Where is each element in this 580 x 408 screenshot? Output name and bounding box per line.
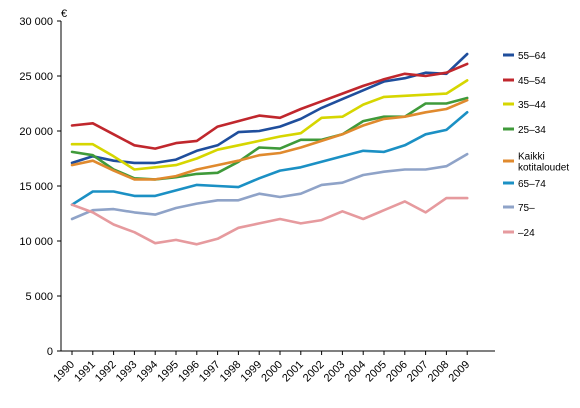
x-tick-label: 2009 — [447, 359, 473, 385]
legend: 55–64 45–54 35–44 25–34 Kaikki kotitaloudet 65… — [503, 51, 569, 239]
legend-label: 35–44 — [518, 100, 546, 111]
x-tick-label: 2007 — [405, 359, 431, 385]
series-line — [70, 152, 469, 221]
x-tick-label: 2004 — [343, 359, 369, 385]
x-tick-label: 1995 — [155, 359, 181, 385]
y-unit-label: € — [61, 8, 67, 20]
y-tick-label: 10 000 — [19, 236, 53, 248]
series-line — [70, 62, 469, 150]
axes: € — [60, 8, 495, 352]
series-line — [70, 196, 469, 246]
series-line — [70, 79, 469, 171]
y-tick-label: 25 000 — [19, 71, 53, 83]
x-tick-label: 2000 — [259, 359, 285, 385]
x-tick-label: 1998 — [218, 359, 244, 385]
x-tick-label: 1997 — [197, 359, 223, 385]
series-lines — [70, 52, 469, 246]
x-tick-label: 2006 — [384, 359, 410, 385]
x-tick-label: 1996 — [176, 359, 202, 385]
legend-label: 25–34 — [518, 125, 546, 136]
x-tick-label: 2001 — [280, 359, 306, 385]
x-tick-label: 1992 — [93, 359, 119, 385]
x-tick-label: 2005 — [363, 359, 389, 385]
legend-label: 75– — [518, 203, 535, 214]
x-ticks: 1990199119921993199419951996199719981999… — [51, 351, 472, 384]
y-tick-label: 5 000 — [25, 291, 53, 303]
y-tick-label: 0 — [47, 346, 53, 358]
x-tick-label: 2003 — [322, 359, 348, 385]
y-ticks: 0 5 000 10 000 15 000 20 000 25 000 30 000 — [19, 16, 61, 358]
x-tick-label: 2008 — [426, 359, 452, 385]
y-tick-label: 20 000 — [19, 126, 53, 138]
series-line — [70, 98, 469, 181]
x-tick-label: 1991 — [72, 359, 98, 385]
x-tick-label: 2002 — [301, 359, 327, 385]
legend-label: 55–64 — [518, 51, 546, 62]
legend-label: 65–74 — [518, 179, 546, 190]
y-tick-label: 15 000 — [19, 181, 53, 193]
series-line — [70, 52, 469, 165]
x-tick-label: 1994 — [135, 359, 161, 385]
legend-label: –24 — [518, 228, 535, 239]
legend-label: 45–54 — [518, 76, 546, 87]
legend-label: Kaikki kotitaloudet — [518, 152, 569, 174]
x-tick-label: 1999 — [239, 359, 265, 385]
series-line — [70, 111, 469, 206]
x-tick-label: 1993 — [114, 359, 140, 385]
x-tick-label: 1990 — [51, 359, 77, 385]
y-tick-label: 30 000 — [19, 16, 53, 28]
